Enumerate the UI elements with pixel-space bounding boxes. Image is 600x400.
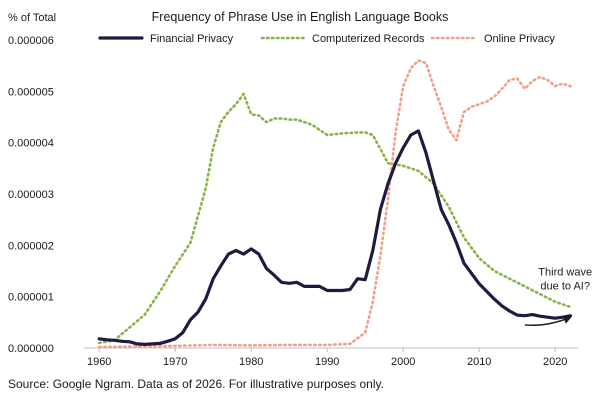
x-tick-label: 2010 — [467, 356, 491, 368]
series-line-financial-privacy — [97, 129, 573, 346]
y-tick-labels: 0.000000 0.000001 0.000002 0.000003 0.000004… — [8, 35, 54, 355]
x-tick-label: 1960 — [87, 356, 111, 368]
x-tick-label: 2020 — [543, 356, 567, 368]
x-tick-label: 1970 — [163, 356, 187, 368]
y-tick-label: 0.000006 — [8, 35, 54, 47]
chart-title: Frequency of Phrase Use in English Langu… — [152, 10, 449, 24]
legend-label: Financial Privacy — [150, 33, 234, 45]
annotations: Third wave due to AI? — [524, 266, 592, 326]
y-tick-label: 0.000002 — [8, 240, 54, 252]
y-tick-label: 0.000003 — [8, 189, 54, 201]
y-tick-label: 0.000005 — [8, 86, 54, 98]
y-axis-label: % of Total — [8, 12, 56, 24]
x-tick-label: 1980 — [239, 356, 263, 368]
series-line-online-privacy — [97, 59, 572, 349]
x-axis: 1960 1970 1980 1990 2000 2010 2020 — [84, 347, 578, 368]
y-tick-label: 0.000004 — [8, 138, 54, 150]
legend-label: Computerized Records — [312, 33, 425, 45]
y-tick-label: 0.000000 — [8, 343, 54, 355]
series-lines — [97, 59, 573, 349]
legend-label: Online Privacy — [484, 33, 555, 45]
legend: Financial Privacy Computerized Records Onl… — [98, 33, 555, 45]
annotation-text: Third wave due to AI? — [538, 266, 592, 292]
series-line-computerized-records — [97, 92, 572, 345]
source-note: Source: Google Ngram. Data as of 2026. F… — [8, 377, 384, 391]
annotation-arrow — [524, 315, 572, 326]
x-tick-label: 1990 — [315, 356, 339, 368]
x-tick-label: 2000 — [391, 356, 415, 368]
y-tick-label: 0.000001 — [8, 292, 54, 304]
